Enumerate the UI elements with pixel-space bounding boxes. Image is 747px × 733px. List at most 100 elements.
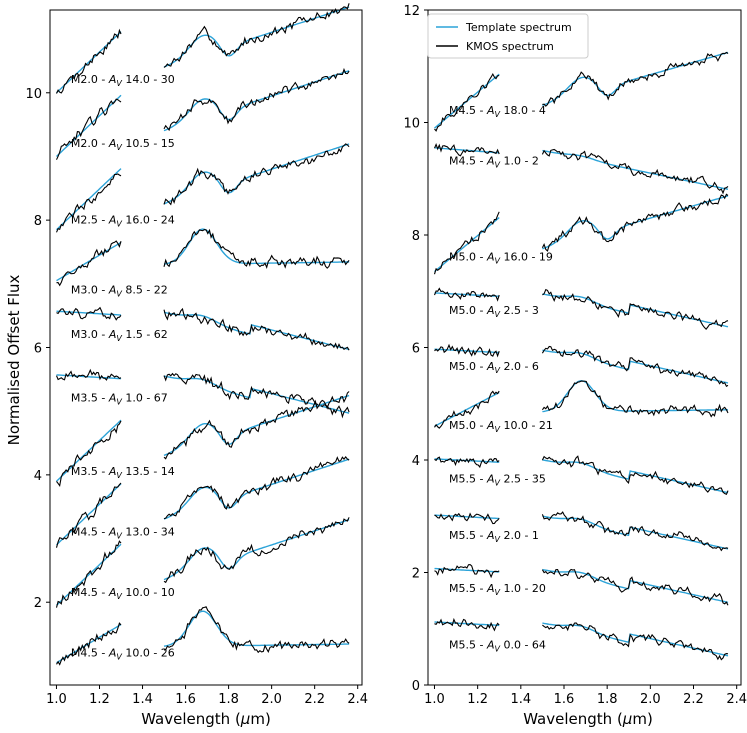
legend: Template spectrum KMOS spectrum [427, 13, 589, 59]
spectrum-label: M4.5 - AV 1.0 - 2 [449, 155, 539, 170]
legend-box [427, 13, 589, 59]
template-spectrum-line [163, 143, 350, 205]
kmos-spectrum-line [542, 288, 729, 331]
kmos-spectrum-line [434, 343, 500, 358]
template-spectrum-line [56, 483, 122, 546]
template-spectrum-line [542, 568, 729, 604]
template-spectrum-line [542, 515, 729, 550]
kmos-spectrum-line [433, 211, 500, 275]
kmos-spectrum-line [434, 456, 500, 469]
kmos-spectrum-line [433, 287, 500, 302]
spectrum-label: M5.5 - AV 2.5 - 35 [449, 473, 546, 488]
template-spectrum-line [163, 458, 350, 520]
kmos-spectrum-line [163, 391, 350, 460]
y-tick-label: 8 [34, 214, 42, 229]
y-tick-label: 10 [403, 117, 420, 132]
template-spectrum-line [542, 293, 729, 328]
x-tick-label: 1.0 [424, 692, 445, 707]
y-tick-label: 6 [412, 342, 420, 357]
kmos-spectrum-line [55, 540, 122, 608]
spectrum-label: M3.0 - AV 8.5 - 22 [71, 283, 168, 298]
template-spectrum-line [163, 375, 350, 414]
kmos-spectrum-line [163, 307, 350, 351]
spectrum-label: M5.0 - AV 2.0 - 6 [449, 360, 539, 375]
kmos-spectrum-line [56, 28, 122, 94]
legend-kmos-label: KMOS spectrum [466, 40, 554, 53]
kmos-spectrum-line [541, 511, 729, 552]
template-spectrum-line [542, 149, 729, 190]
spectrum-label: M2.5 - AV 16.0 - 24 [71, 213, 175, 228]
spectrum-label: M5.5 - AV 2.0 - 1 [449, 529, 539, 544]
x-tick-label: 1.6 [554, 692, 575, 707]
spectrum-label: M5.0 - AV 2.5 - 3 [449, 304, 539, 319]
x-tick-label: 2.0 [261, 692, 282, 707]
left-x-ticks: 1.0 1.2 1.4 1.6 1.8 2.0 2.2 2.4 [46, 685, 368, 707]
right-x-ticks: 1.0 1.2 1.4 1.6 1.8 2.0 2.2 2.4 [424, 685, 747, 707]
kmos-spectrum-line [163, 67, 350, 132]
right-spectra [433, 51, 729, 661]
template-spectrum-line [56, 94, 122, 157]
template-spectrum-line [56, 241, 122, 282]
template-spectrum-line [163, 228, 350, 265]
x-tick-label: 2.4 [726, 692, 747, 707]
spectrum-label: M5.5 - AV 0.0 - 64 [449, 638, 546, 653]
template-spectrum-line [163, 394, 350, 457]
y-tick-label: 0 [412, 679, 420, 694]
template-spectrum-line [163, 610, 350, 647]
kmos-spectrum-line [56, 306, 122, 321]
y-tick-label: 6 [34, 342, 42, 357]
right-panel: M4.5 - AV 18.0 - 4 M4.5 - AV 1.0 - 2 M5.0 … [403, 4, 747, 728]
left-spectra [55, 3, 350, 666]
y-tick-label: 4 [412, 454, 420, 469]
spectrum-label: M2.0 - AV 14.0 - 30 [71, 73, 175, 88]
left-spectrum-labels: M2.0 - AV 14.0 - 30 M2.0 - AV 10.5 - 15 M2… [71, 73, 175, 661]
kmos-spectrum-line [163, 3, 350, 68]
left-y-ticks: 2 4 6 8 10 [25, 87, 50, 611]
kmos-spectrum-line [542, 622, 729, 661]
kmos-spectrum-line [541, 193, 729, 252]
x-tick-label: 2.0 [640, 692, 661, 707]
x-tick-label: 1.8 [218, 692, 239, 707]
x-tick-label: 2.2 [304, 692, 325, 707]
kmos-spectrum-line [163, 228, 350, 269]
y-tick-label: 2 [412, 567, 420, 582]
x-tick-label: 2.2 [683, 692, 704, 707]
kmos-spectrum-line [433, 143, 500, 157]
kmos-spectrum-line [56, 622, 122, 666]
y-tick-label: 2 [34, 596, 42, 611]
kmos-spectrum-line [434, 564, 500, 579]
kmos-spectrum-line [541, 455, 729, 496]
kmos-spectrum-line [542, 51, 729, 107]
kmos-spectrum-line [163, 517, 350, 584]
spectrum-label: M2.0 - AV 10.5 - 15 [71, 137, 175, 152]
kmos-spectrum-line [541, 148, 729, 195]
left-y-axis-label: Normalised Offset Flux [5, 274, 23, 445]
x-tick-label: 1.2 [89, 692, 110, 707]
spectrum-label: M5.0 - AV 10.0 - 21 [449, 419, 553, 434]
template-spectrum-line [163, 519, 350, 581]
left-x-axis-label: Wavelength (μm) [141, 710, 271, 728]
kmos-spectrum-line [541, 568, 729, 606]
y-tick-label: 12 [403, 4, 420, 19]
spectrum-label: M3.0 - AV 1.5 - 62 [71, 328, 168, 343]
kmos-spectrum-line [55, 482, 122, 548]
kmos-spectrum-line [55, 173, 122, 233]
template-spectrum-line [542, 379, 728, 413]
spectrum-label: M5.5 - AV 1.0 - 20 [449, 582, 546, 597]
x-tick-label: 1.2 [467, 692, 488, 707]
y-tick-label: 10 [25, 87, 42, 102]
kmos-spectrum-line [541, 345, 729, 387]
x-tick-label: 1.8 [597, 692, 618, 707]
legend-template-label: Template spectrum [465, 21, 572, 34]
kmos-spectrum-line [434, 617, 500, 632]
kmos-spectrum-line [163, 456, 350, 520]
spectrum-label: M3.5 - AV 13.5 - 14 [71, 465, 175, 480]
template-spectrum-line [542, 349, 729, 384]
kmos-spectrum-line [434, 512, 500, 525]
right-x-axis-label: Wavelength (μm) [523, 710, 653, 728]
kmos-spectrum-line [55, 368, 122, 381]
spectrum-label: M3.5 - AV 1.0 - 67 [71, 392, 168, 407]
spectrum-label: M4.5 - AV 13.0 - 34 [71, 525, 175, 540]
left-axes-frame [49, 9, 363, 686]
